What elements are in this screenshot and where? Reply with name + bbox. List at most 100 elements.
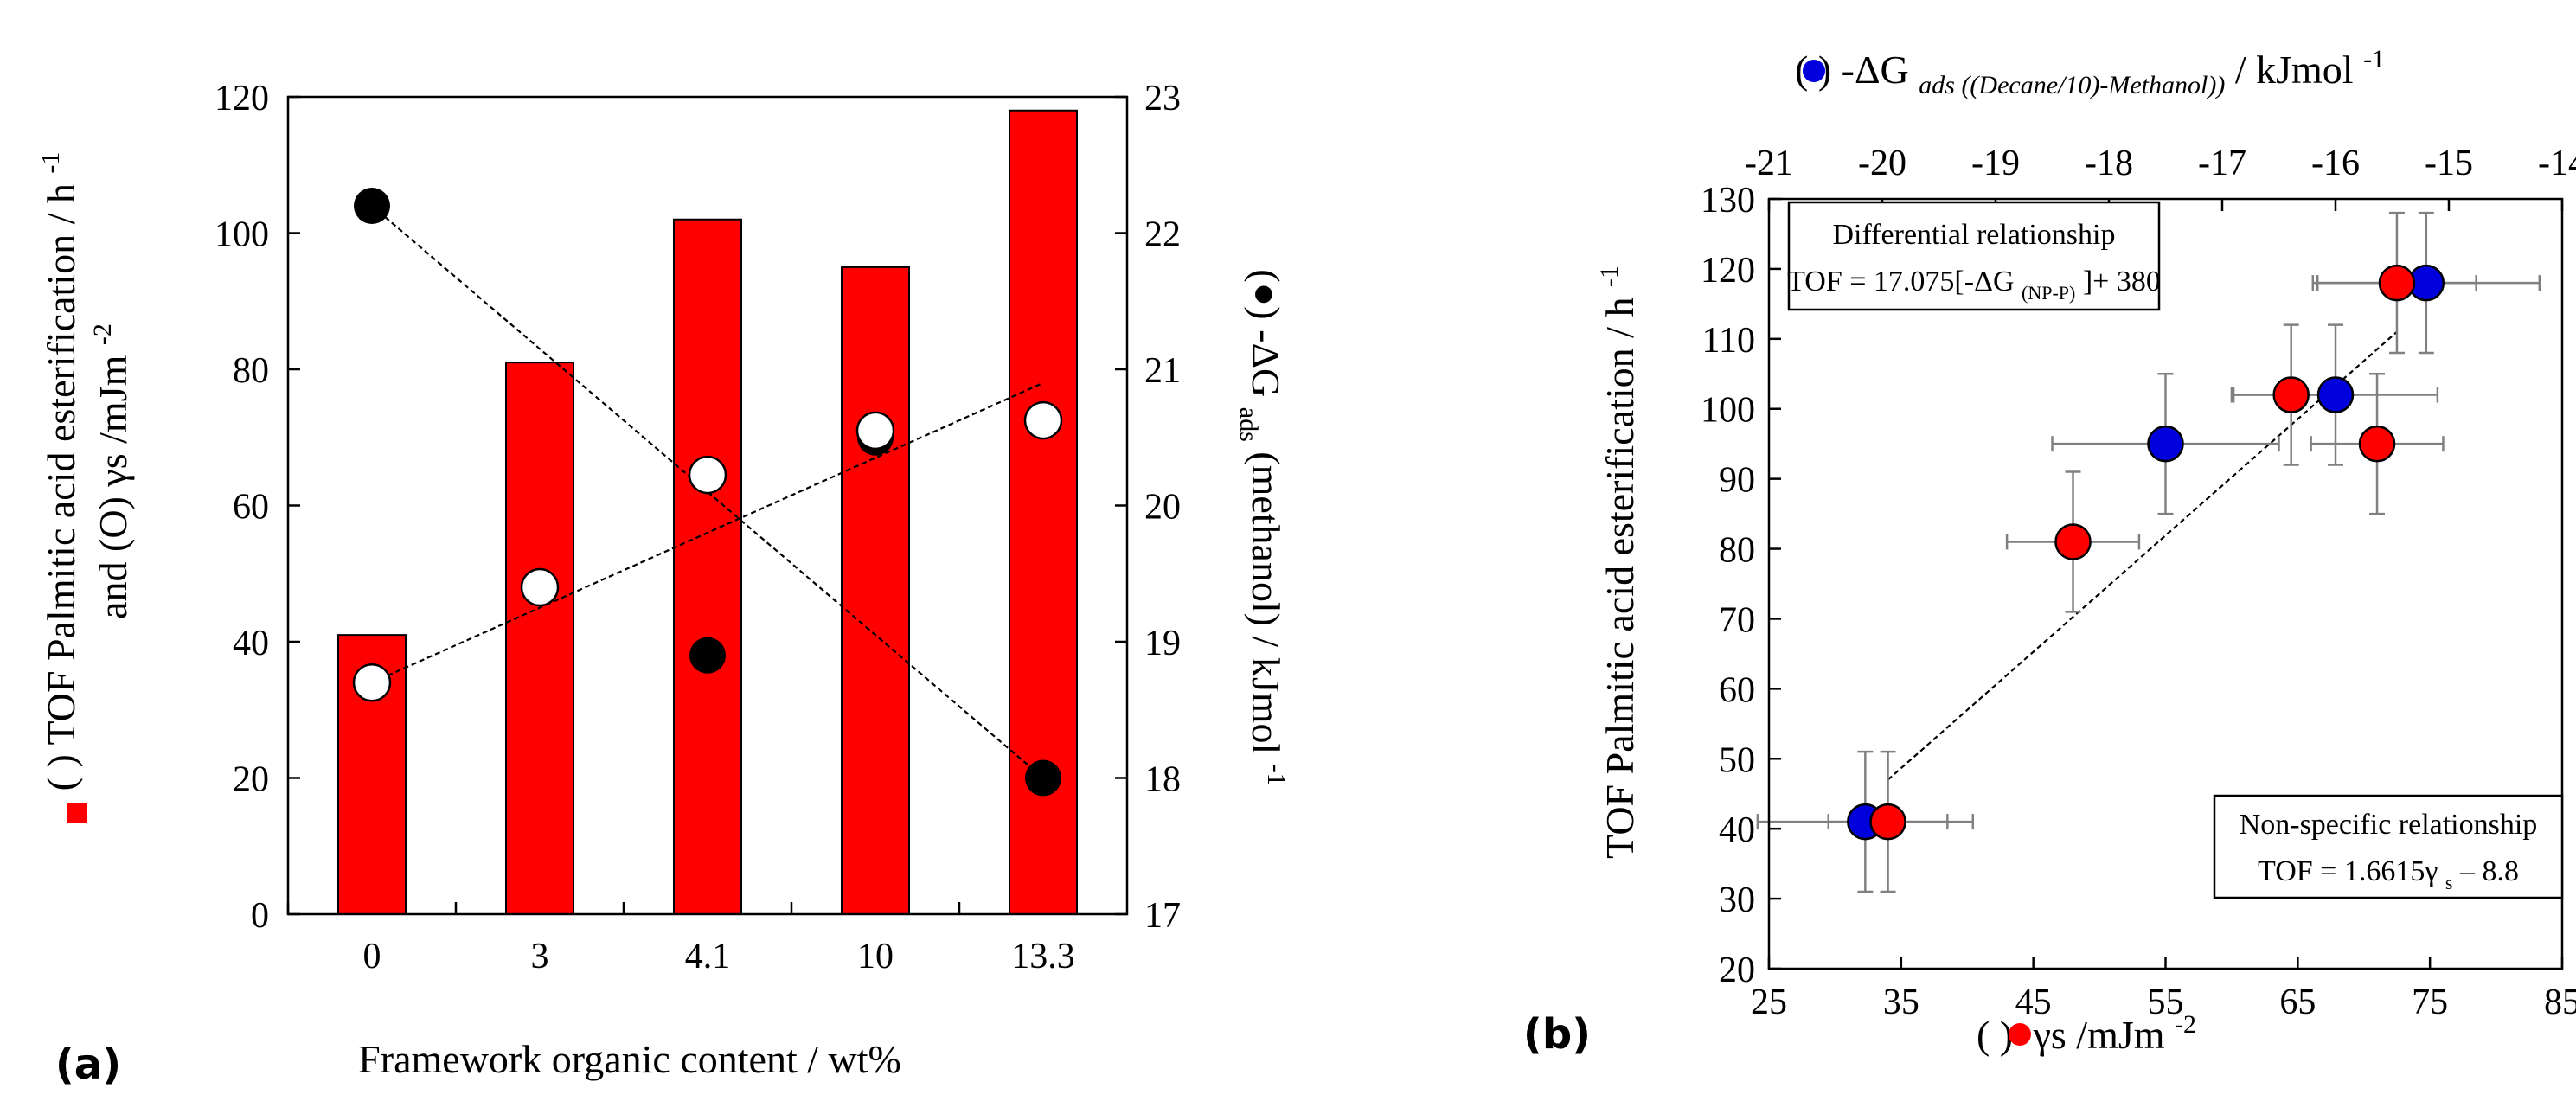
a-left-label-line2: and (O) γs /mJm <box>91 355 135 618</box>
b-top-label-main: -ΔG <box>1842 48 1909 92</box>
a-filled-point <box>689 637 726 674</box>
b-y-tick-label: 20 <box>1719 951 1755 990</box>
a-x-tick-label: 3 <box>531 937 549 976</box>
a-open-trend <box>371 381 1044 684</box>
a-points <box>352 188 1063 797</box>
a-left-label-line2-sup: -2 <box>88 323 117 345</box>
b-bottom-ticks: 25 35 45 55 65 75 85 <box>1751 957 2576 1022</box>
b-red-point <box>2272 376 2310 413</box>
b-y-tick-label: 120 <box>1701 251 1755 291</box>
a-left-tick-label: 0 <box>251 896 269 936</box>
b-box-nonspecific-eq-sub: s <box>2445 872 2453 893</box>
svg-text:(●) -ΔG ads (: (●) -ΔG ads (methanol) / kJmol -1 <box>1232 269 1291 786</box>
b-bottom-tick-label: 75 <box>2412 983 2448 1022</box>
b-box-nonspecific-line2: TOF = 1.6615γ s – 8.8 <box>2258 855 2519 896</box>
a-x-axis-label: Framework organic content / wt% <box>358 1037 901 1081</box>
a-left-tick-label: 40 <box>233 624 269 663</box>
b-y-tick-label: 50 <box>1719 740 1755 780</box>
b-y-tick-label: 90 <box>1719 461 1755 501</box>
b-box-nonspecific-line1: Non-specific relationship <box>2240 809 2538 841</box>
b-bottom-tick-label: 25 <box>1751 983 1787 1022</box>
a-left-tick-label: 60 <box>233 488 269 528</box>
a-x-tick-label: 0 <box>363 937 381 976</box>
b-top-label-rest: / kJmol <box>2235 48 2354 92</box>
b-top-legend-blue-dot <box>1803 60 1825 82</box>
b-bottom-axis-label: ( ) γs /mJm -2 <box>1977 1010 2196 1057</box>
a-left-label-line1: TOF Palmitic acid esterification / h <box>39 183 83 745</box>
a-left-tick-label: 20 <box>233 760 269 800</box>
b-bottom-legend-red-dot <box>2009 1023 2031 1046</box>
a-left-legend-red-square <box>67 803 87 823</box>
b-bottom-tick-label: 85 <box>2544 983 2576 1022</box>
a-right-label-main: (●) -ΔG <box>1244 269 1288 397</box>
b-y-tick-label: 70 <box>1719 600 1755 640</box>
b-bottom-label-text: γs /mJm <box>2033 1013 2165 1057</box>
a-right-axis-label: (●) -ΔG ads (methanol) / kJmol -1 <box>1232 269 1291 786</box>
a-x-tick-label: 4.1 <box>685 937 731 976</box>
a-bar <box>841 266 910 915</box>
b-red-point <box>2054 523 2092 560</box>
b-error-bars <box>1756 211 2541 893</box>
b-box-nonspecific-eq-rest: – 8.8 <box>2459 855 2519 887</box>
b-points <box>1847 264 2445 841</box>
svg-text:TOF Palmitic acid esterificati: TOF Palmitic acid esterification / h -1 <box>1595 266 1642 859</box>
b-bottom-tick-label: 55 <box>2148 983 2184 1022</box>
b-box-differential-line1: Differential relationship <box>1833 219 2116 251</box>
a-open-point <box>688 455 727 495</box>
b-top-tick-label: -17 <box>2198 144 2246 183</box>
panel-a: 0 20 40 60 80 100 120 17 18 19 20 21 22 23 0 3 4.1 10 13… <box>36 79 1291 1089</box>
b-y-label-text: TOF Palmitic acid esterification / h <box>1598 298 1642 859</box>
a-right-tick-label: 22 <box>1144 215 1181 255</box>
a-right-tick-label: 17 <box>1144 896 1181 936</box>
b-bottom-tick-label: 65 <box>2279 983 2316 1022</box>
a-left-axis-label: ( ) TOF Palmitic acid esterification / h… <box>36 152 135 791</box>
b-red-point <box>1869 803 1906 841</box>
svg-text:( ) TOF Palmitic acid: ( ) TOF Palmitic acid esterification / h… <box>36 152 83 791</box>
a-open-point <box>1023 400 1063 440</box>
a-open-point <box>520 567 560 607</box>
a-left-ticks: 0 20 40 60 80 100 120 <box>215 79 300 936</box>
a-left-tick-label: 120 <box>215 79 269 118</box>
a-x-ticks: 0 3 4.1 10 13.3 <box>286 902 1075 976</box>
b-y-label-sup: -1 <box>1595 266 1624 287</box>
b-trend-line <box>1887 330 2398 781</box>
b-bottom-tick-label: 35 <box>1883 983 1919 1022</box>
a-right-tick-label: 20 <box>1144 488 1181 528</box>
svg-text:and (O) γs /mJm -2: and (O) γs /mJm -2 <box>88 323 135 619</box>
b-top-ticks: -21 -20 -19 -18 -17 -16 -15 -14 <box>1745 144 2576 211</box>
b-box-differential-eq-rest: ]+ 380 <box>2083 266 2161 298</box>
b-box-differential <box>1787 201 2161 311</box>
a-right-tick-label: 18 <box>1144 760 1181 800</box>
a-filled-point <box>1025 759 1061 797</box>
b-box-differential-line2: TOF = 17.075[-ΔG (NP-P) ]+ 380 <box>1787 266 2161 306</box>
panel-b: 20 30 40 50 60 70 80 90 100 110 120 130 25 35 45 55 65 7… <box>1523 45 2576 1059</box>
b-bottom-label-marker: ( ) <box>1977 1013 2013 1057</box>
b-red-point <box>2358 425 2396 463</box>
b-red-point <box>2378 264 2416 302</box>
b-y-tick-label: 100 <box>1701 391 1755 431</box>
b-blue-point <box>2147 425 2184 463</box>
a-right-tick-label: 21 <box>1144 351 1181 391</box>
b-y-axis-label: TOF Palmitic acid esterification / h -1 <box>1595 266 1642 859</box>
b-top-tick-label: -15 <box>2425 144 2473 183</box>
b-box-differential-eq-sub: (NP-P) <box>2022 282 2075 304</box>
b-box-nonspecific-eq-main: TOF = 1.6615γ <box>2258 855 2438 887</box>
b-top-label-sup: -1 <box>2363 45 2385 74</box>
a-bar <box>505 362 574 915</box>
b-y-tick-label: 30 <box>1719 880 1755 920</box>
b-y-tick-label: 40 <box>1719 810 1755 850</box>
a-bar <box>673 218 742 915</box>
b-panel-label: (b) <box>1523 1010 1591 1059</box>
a-right-tick-label: 23 <box>1144 79 1181 118</box>
a-right-tick-label: 19 <box>1144 624 1181 663</box>
a-x-tick-label: 10 <box>857 937 894 976</box>
a-right-label-sup: -1 <box>1262 765 1291 786</box>
a-right-ticks: 17 18 19 20 21 22 23 <box>1115 79 1181 936</box>
b-box-differential-eq-main: TOF = 17.075[-ΔG <box>1787 266 2014 298</box>
a-left-label-marker: ( ) <box>39 754 83 791</box>
b-y-tick-label: 60 <box>1719 670 1755 710</box>
b-top-tick-label: -21 <box>1745 144 1793 183</box>
b-box-nonspecific <box>2213 794 2564 899</box>
b-top-tick-label: -18 <box>2085 144 2133 183</box>
